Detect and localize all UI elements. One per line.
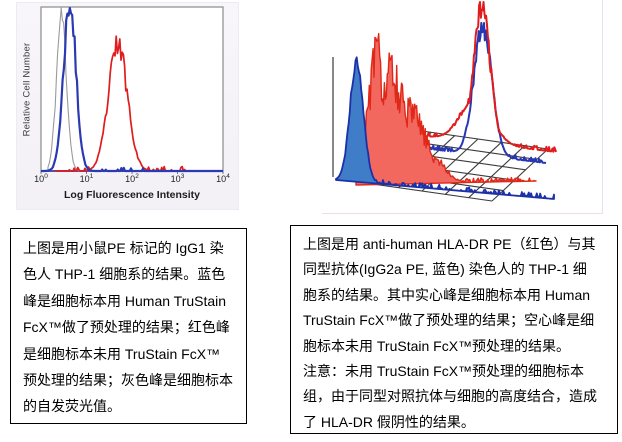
x-tick-label-0: 100 (34, 173, 48, 184)
x-tick-label-2: 102 (125, 173, 139, 184)
x-tick-label-1: 101 (79, 173, 94, 184)
caption-line: 组，由于同型对照抗体与细胞的高度结合，造成 (303, 388, 597, 405)
right-figure (322, 0, 603, 214)
caption-line: TruStain FcX™做了预处理的结果；空心峰是细 (303, 312, 595, 329)
x-tick-label-4: 104 (216, 173, 230, 184)
caption-line: 的自发荧光值。 (23, 398, 121, 415)
caption-line: 峰是细胞标本用 Human TruStain (23, 292, 227, 309)
caption-line: 上图是用 anti-human HLA-DR PE（红色）与其 (303, 236, 596, 252)
left-caption-box: 上图是用小鼠PE 标记的 IgG1 染 色人 THP-1 细胞系的结果。蓝色 峰… (10, 228, 247, 424)
left-chart-svg (40, 6, 224, 174)
left-figure: Relative Cell Number 100 101 102 103 104… (16, 2, 239, 210)
caption-line: 了 HLA-DR 假阴性的结果。 (303, 413, 475, 430)
caption-line: 色人 THP-1 细胞系的结果。蓝色 (23, 266, 226, 283)
caption-line: 上图是用小鼠PE 标记的 IgG1 染 (23, 240, 224, 256)
caption-line: 注意：未用 TruStain FcX™预处理的细胞标本 (303, 363, 585, 380)
right-chart-svg (332, 1, 557, 202)
right-caption-box: 上图是用 anti-human HLA-DR PE（红色）与其 同型抗体(IgG… (290, 225, 618, 434)
x-tick-label-3: 103 (170, 173, 185, 184)
caption-line: 胞系的结果。其中实心峰是细胞标本用 Human (303, 286, 591, 303)
caption-line: 同型抗体(IgG2a PE, 蓝色) 染色人的 THP-1 细 (303, 261, 587, 278)
left-chart-xlabel: Log Fluorescence Intensity (64, 189, 200, 201)
left-chart-ylabel: Relative Cell Number (21, 42, 33, 137)
caption-line: FcX™做了预处理的结果；红色峰 (23, 319, 230, 336)
caption-line: 胞标本未用 TruStain FcX™预处理的结果。 (303, 337, 571, 354)
caption-line: 预处理的结果；灰色峰是细胞标本 (23, 372, 233, 389)
caption-line: 是细胞标本未用 TruStain FcX™ (23, 345, 221, 362)
